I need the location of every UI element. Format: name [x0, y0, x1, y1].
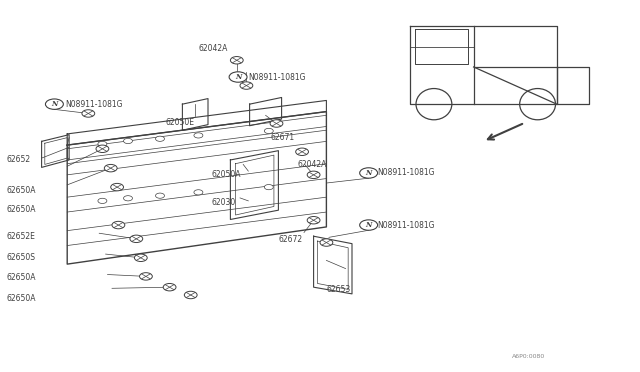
- Text: 62042A: 62042A: [198, 44, 228, 53]
- Circle shape: [112, 221, 125, 229]
- Circle shape: [98, 198, 107, 203]
- Circle shape: [45, 99, 63, 109]
- Circle shape: [184, 291, 197, 299]
- Text: 62652: 62652: [6, 155, 31, 164]
- Circle shape: [194, 133, 203, 138]
- Text: 62650A: 62650A: [6, 273, 36, 282]
- Text: 62650A: 62650A: [6, 205, 36, 214]
- Text: N08911-1081G: N08911-1081G: [248, 73, 306, 81]
- Text: 62030: 62030: [211, 198, 236, 207]
- Circle shape: [194, 190, 203, 195]
- Circle shape: [307, 171, 320, 179]
- Text: 62042A: 62042A: [298, 160, 327, 169]
- Text: N08911-1081G: N08911-1081G: [65, 100, 123, 109]
- Text: 62672: 62672: [278, 235, 303, 244]
- Circle shape: [229, 72, 247, 82]
- Circle shape: [140, 273, 152, 280]
- Text: N: N: [51, 100, 58, 108]
- Circle shape: [124, 138, 132, 144]
- Circle shape: [307, 217, 320, 224]
- Text: A6P0:0080: A6P0:0080: [512, 354, 545, 359]
- Circle shape: [360, 220, 378, 230]
- Circle shape: [360, 168, 378, 178]
- Circle shape: [156, 136, 164, 141]
- Circle shape: [111, 183, 124, 191]
- Circle shape: [270, 120, 283, 127]
- Circle shape: [320, 239, 333, 246]
- Text: N: N: [365, 169, 372, 177]
- Circle shape: [264, 128, 273, 134]
- Text: N08911-1081G: N08911-1081G: [378, 169, 435, 177]
- Text: 62653: 62653: [326, 285, 351, 294]
- Text: 62671: 62671: [270, 133, 294, 142]
- Text: 62050A: 62050A: [211, 170, 241, 179]
- Circle shape: [130, 235, 143, 243]
- Circle shape: [264, 185, 273, 190]
- Circle shape: [296, 148, 308, 155]
- Circle shape: [163, 283, 176, 291]
- Circle shape: [230, 57, 243, 64]
- Text: 62650S: 62650S: [6, 253, 35, 262]
- Text: 62050E: 62050E: [165, 118, 194, 126]
- Text: N: N: [365, 221, 372, 229]
- Circle shape: [134, 254, 147, 262]
- Circle shape: [82, 110, 95, 117]
- Circle shape: [104, 164, 117, 172]
- Circle shape: [98, 141, 107, 147]
- Text: 62650A: 62650A: [6, 186, 36, 195]
- Circle shape: [96, 145, 109, 153]
- Circle shape: [240, 82, 253, 89]
- Text: N: N: [235, 73, 241, 81]
- Circle shape: [124, 196, 132, 201]
- Text: 62650A: 62650A: [6, 294, 36, 303]
- Circle shape: [156, 193, 164, 198]
- Text: N08911-1081G: N08911-1081G: [378, 221, 435, 230]
- Text: 62652E: 62652E: [6, 232, 35, 241]
